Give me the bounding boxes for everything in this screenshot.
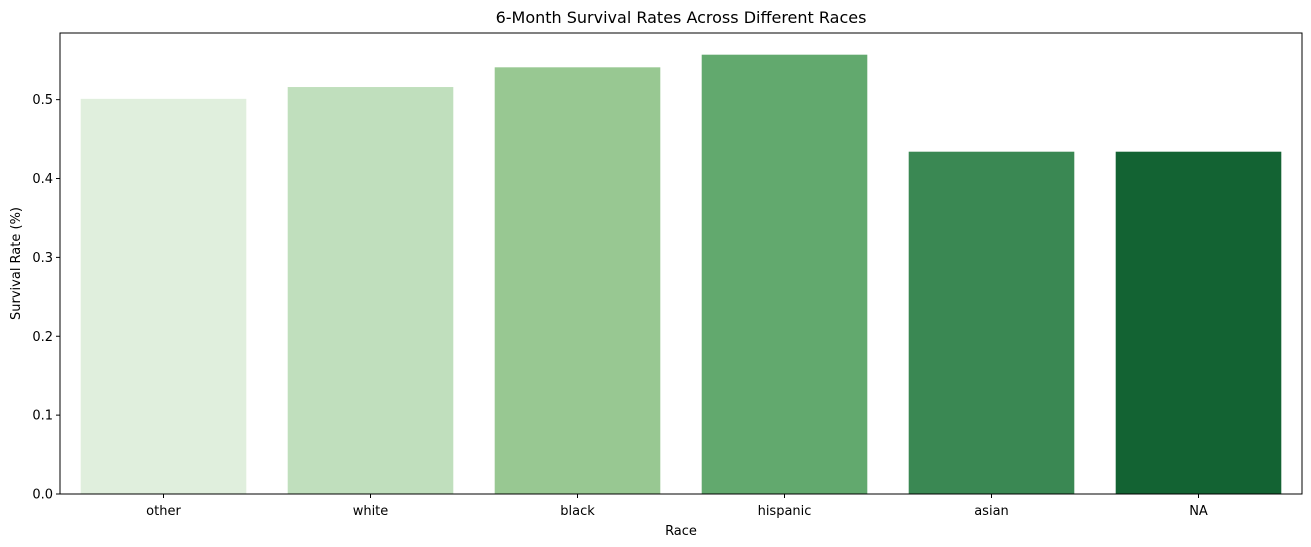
y-tick-label: 0.0 [32,488,53,503]
x-tick-label: other [146,504,181,519]
x-tick-label: hispanic [758,504,812,519]
y-tick-label: 0.2 [32,330,53,345]
bar-hispanic [701,54,868,494]
x-axis-title: Race [665,524,697,539]
y-tick-label: 0.4 [32,172,53,187]
bar-black [494,67,661,494]
y-tick-label: 0.1 [32,409,53,424]
x-tick-label: NA [1189,504,1208,519]
bars-layer [80,54,1282,495]
bar-other [80,98,247,495]
plot-frame [59,32,1303,495]
bar-asian [908,151,1075,494]
y-tick-label: 0.5 [32,93,53,108]
x-axis-ticks: other white black hispanic asian NA [146,494,1208,519]
bar-na [1115,151,1282,494]
x-tick-label: asian [974,504,1009,519]
x-tick-label: black [560,504,595,519]
chart-title: 6-Month Survival Rates Across Different … [496,8,867,27]
bar-white [287,87,454,494]
y-axis-ticks: 0.0 0.1 0.2 0.3 0.4 0.5 [32,93,60,503]
x-tick-label: white [353,504,389,519]
y-axis-title: Survival Rate (%) [9,207,24,320]
y-tick-label: 0.3 [32,251,53,266]
